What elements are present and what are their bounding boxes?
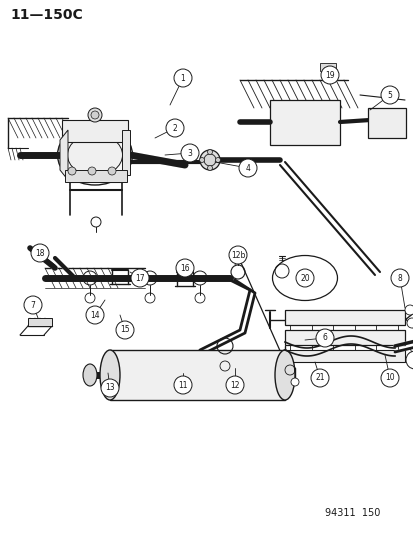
Circle shape <box>207 149 212 155</box>
Text: 12: 12 <box>230 381 239 390</box>
Ellipse shape <box>274 350 294 400</box>
Circle shape <box>131 269 149 287</box>
Circle shape <box>404 305 413 315</box>
Circle shape <box>108 167 116 175</box>
Text: 8: 8 <box>396 273 401 282</box>
Text: 14: 14 <box>90 311 100 319</box>
Text: 5: 5 <box>387 91 392 100</box>
Bar <box>367 108 405 138</box>
Circle shape <box>88 167 96 175</box>
Circle shape <box>86 306 104 324</box>
Bar <box>284 310 404 325</box>
Bar <box>65 170 127 182</box>
Circle shape <box>101 379 119 397</box>
Circle shape <box>315 329 333 347</box>
Bar <box>284 350 404 362</box>
Circle shape <box>91 217 101 227</box>
Circle shape <box>215 157 220 163</box>
Bar <box>269 100 339 145</box>
Text: 4: 4 <box>245 164 250 173</box>
Circle shape <box>199 157 204 163</box>
Circle shape <box>380 86 398 104</box>
Circle shape <box>324 73 334 83</box>
Polygon shape <box>122 130 130 175</box>
Bar <box>62 120 128 142</box>
Text: 2: 2 <box>172 124 177 133</box>
Text: 6: 6 <box>322 334 327 343</box>
Text: 11—150C: 11—150C <box>10 8 83 22</box>
Circle shape <box>290 378 298 386</box>
Bar <box>319 63 335 71</box>
Circle shape <box>405 351 413 369</box>
Circle shape <box>380 369 398 387</box>
Ellipse shape <box>100 350 120 400</box>
Circle shape <box>390 269 408 287</box>
Text: 16: 16 <box>180 263 189 272</box>
Circle shape <box>176 259 194 277</box>
Circle shape <box>68 167 76 175</box>
Text: 11: 11 <box>178 381 188 390</box>
Text: 15: 15 <box>120 326 130 335</box>
Circle shape <box>31 244 49 262</box>
Ellipse shape <box>83 364 97 386</box>
Text: 19: 19 <box>324 70 334 79</box>
Circle shape <box>320 66 338 84</box>
Text: 7: 7 <box>31 301 36 310</box>
Bar <box>110 350 284 400</box>
Text: 9: 9 <box>412 356 413 365</box>
Circle shape <box>88 108 102 122</box>
Text: 21: 21 <box>314 374 324 383</box>
Circle shape <box>180 144 199 162</box>
Circle shape <box>173 376 192 394</box>
Circle shape <box>24 296 42 314</box>
Ellipse shape <box>57 125 132 185</box>
Circle shape <box>228 246 247 264</box>
Polygon shape <box>60 130 68 180</box>
Circle shape <box>173 69 192 87</box>
Circle shape <box>406 318 413 328</box>
Circle shape <box>295 269 313 287</box>
Text: 17: 17 <box>135 273 145 282</box>
Text: 1: 1 <box>180 74 185 83</box>
Ellipse shape <box>67 134 122 176</box>
Text: 20: 20 <box>299 273 309 282</box>
Circle shape <box>166 119 183 137</box>
Text: 18: 18 <box>35 248 45 257</box>
Text: 13: 13 <box>105 384 114 392</box>
Circle shape <box>207 166 212 171</box>
Ellipse shape <box>272 255 337 301</box>
Bar <box>284 330 404 345</box>
Text: 94311  150: 94311 150 <box>324 508 379 518</box>
Circle shape <box>116 321 134 339</box>
Text: 10: 10 <box>384 374 394 383</box>
Bar <box>28 318 52 326</box>
Text: 3: 3 <box>187 149 192 157</box>
Circle shape <box>310 369 328 387</box>
Circle shape <box>238 159 256 177</box>
Circle shape <box>204 154 216 166</box>
Circle shape <box>199 150 219 170</box>
Circle shape <box>91 111 99 119</box>
Circle shape <box>225 376 243 394</box>
Text: 12b: 12b <box>230 251 244 260</box>
